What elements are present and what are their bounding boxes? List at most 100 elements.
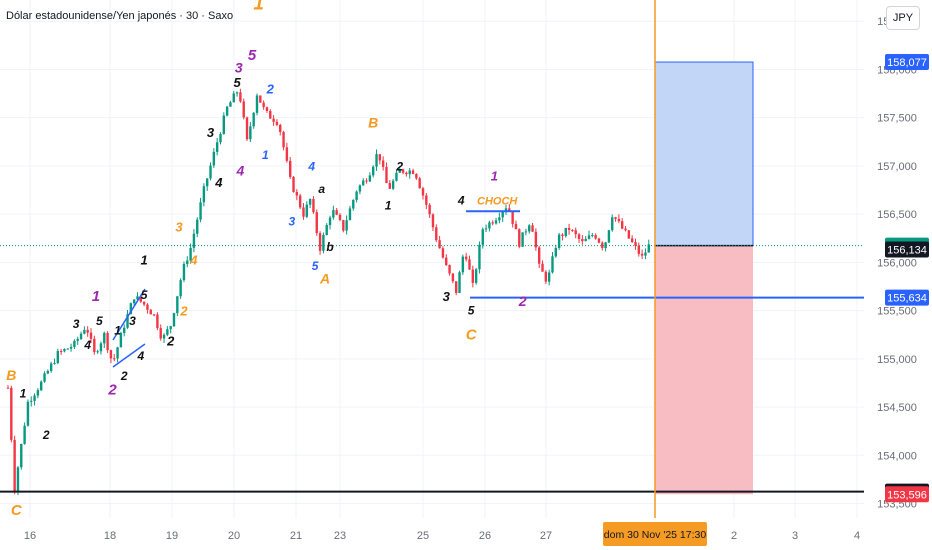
- candle-body: [551, 256, 554, 273]
- elliott-label: 5: [468, 303, 475, 317]
- candle-body: [567, 227, 571, 231]
- candle-body: [577, 234, 581, 239]
- candle-body: [285, 147, 289, 161]
- candle-body: [408, 170, 411, 175]
- candle-body: [345, 220, 348, 231]
- candle-body: [182, 264, 186, 281]
- candle-body: [607, 230, 611, 243]
- candle-body: [6, 387, 10, 389]
- candle-body: [571, 230, 574, 232]
- elliott-label: 1: [385, 198, 392, 212]
- candle-body: [139, 296, 142, 302]
- candle-body: [215, 142, 219, 152]
- candle-body: [362, 180, 365, 186]
- candle-body: [554, 248, 557, 257]
- elliott-label: 3: [235, 59, 243, 75]
- candle-body: [368, 175, 372, 182]
- candle-body: [189, 247, 192, 261]
- y-tick-label: 155,500: [877, 306, 917, 318]
- candle-body: [544, 271, 548, 282]
- x-tick-label: 2: [731, 530, 737, 542]
- candle-body: [239, 92, 242, 102]
- candle-body: [375, 154, 378, 167]
- candle-body: [229, 102, 232, 107]
- currency-button[interactable]: JPY: [886, 6, 920, 30]
- elliott-label: 2: [166, 333, 175, 348]
- candle-body: [488, 222, 491, 229]
- candle-body: [624, 228, 627, 231]
- candle-body: [23, 425, 26, 444]
- candle-body: [478, 244, 481, 270]
- wedge-line-lower: [112, 343, 146, 368]
- candle-body: [438, 240, 441, 249]
- candle-body: [594, 235, 597, 239]
- x-tick-label: 4: [854, 530, 860, 542]
- elliott-label: 2: [107, 382, 117, 399]
- candle-body: [106, 332, 109, 351]
- candle-body: [136, 296, 139, 300]
- candle-body: [352, 199, 355, 209]
- candle-body: [581, 238, 584, 242]
- elliott-label: 1: [141, 252, 148, 267]
- candle-body: [587, 235, 591, 239]
- price-badge-label: 156,134: [887, 244, 927, 256]
- candle-body: [40, 381, 43, 391]
- candle-body: [219, 134, 222, 143]
- candle-body: [192, 233, 196, 248]
- candle-body: [385, 166, 388, 184]
- candle-body: [132, 299, 136, 304]
- candle-body: [206, 178, 209, 187]
- candle-body: [282, 131, 285, 148]
- elliott-label: b: [326, 240, 333, 254]
- candle-body: [518, 229, 521, 247]
- candle-body: [381, 160, 385, 167]
- y-tick-label: 156,000: [877, 257, 917, 269]
- candle-body: [644, 252, 647, 256]
- candle-body: [328, 217, 332, 226]
- candle-body: [318, 233, 322, 251]
- candle-body: [312, 199, 315, 213]
- candle-body: [53, 363, 56, 365]
- y-tick-label: 154,500: [877, 402, 917, 414]
- candle-body: [428, 204, 431, 215]
- candle-body: [249, 126, 252, 140]
- candle-body: [627, 230, 631, 239]
- candle-body: [557, 234, 561, 249]
- candle-body: [272, 118, 275, 122]
- price-axis-bg: [864, 0, 932, 550]
- candle-body: [93, 338, 96, 353]
- elliott-label: 3: [289, 215, 296, 229]
- candle-body: [425, 195, 428, 205]
- candle-body: [574, 230, 577, 235]
- elliott-label: 2: [120, 369, 128, 383]
- candle-body: [501, 211, 504, 218]
- candle-body: [109, 350, 113, 359]
- elliott-label: 4: [457, 193, 465, 207]
- candle-body: [83, 329, 86, 334]
- candle-body: [235, 92, 239, 94]
- candle-body: [119, 333, 123, 348]
- crosshair-time-label: dom 30 Nov '25 17:30: [604, 529, 707, 541]
- candle-body: [398, 169, 401, 173]
- candle-body: [129, 303, 133, 315]
- x-tick-label: 19: [166, 530, 178, 542]
- x-tick-label: 18: [104, 530, 116, 542]
- candle-body: [89, 332, 93, 339]
- candle-body: [564, 227, 567, 237]
- elliott-label: 5: [248, 47, 257, 64]
- wedge-line-upper: [112, 288, 146, 341]
- candle-body: [10, 387, 13, 440]
- candle-body: [199, 202, 202, 220]
- candle-body: [26, 401, 30, 426]
- elliott-label: C: [466, 327, 478, 344]
- candle-body: [388, 183, 391, 189]
- elliott-label: 3: [207, 125, 215, 140]
- candle-body: [611, 217, 614, 231]
- candle-body: [103, 332, 106, 344]
- x-tick-label: 21: [290, 530, 302, 542]
- x-tick-label: 20: [228, 530, 240, 542]
- elliott-label: 1: [262, 148, 269, 162]
- candle-body: [617, 218, 621, 222]
- candle-body: [448, 265, 451, 274]
